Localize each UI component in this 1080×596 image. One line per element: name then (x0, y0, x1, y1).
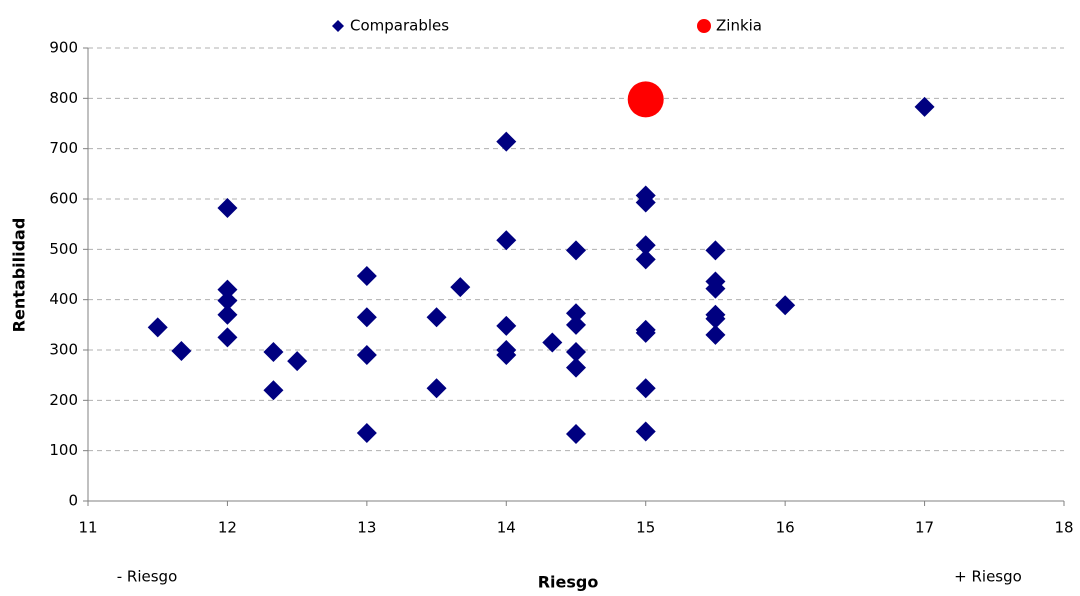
y-tick-label: 0 (68, 492, 78, 510)
legend-marker (332, 20, 344, 32)
x-tick-label: 17 (915, 519, 934, 537)
point (426, 307, 447, 328)
x-tick-label: 18 (1054, 519, 1073, 537)
legend-label: Zinkia (716, 17, 762, 35)
point (217, 198, 238, 219)
y-axis-title: Rentabilidad (10, 218, 29, 333)
point (217, 327, 238, 348)
y-tick-label: 600 (49, 190, 78, 208)
point (217, 304, 238, 325)
point (147, 317, 168, 338)
y-tick-label: 700 (49, 139, 78, 157)
point (356, 307, 377, 328)
point (775, 295, 796, 316)
point (356, 345, 377, 366)
y-tick-label: 400 (49, 290, 78, 308)
point (356, 266, 377, 287)
point (263, 380, 284, 401)
point (705, 308, 726, 329)
point (496, 315, 517, 336)
legend-label: Comparables (350, 17, 449, 35)
y-tick-label: 800 (49, 89, 78, 107)
point (450, 277, 471, 298)
point (566, 314, 586, 335)
point (496, 230, 517, 251)
legend-marker (697, 19, 711, 33)
y-tick-label: 300 (49, 341, 78, 359)
point (217, 290, 238, 311)
point (635, 235, 656, 256)
point (705, 240, 726, 261)
point (542, 332, 563, 353)
x-tick-label: 12 (218, 519, 237, 537)
x-tick-label: 14 (497, 519, 516, 537)
point (635, 421, 656, 442)
point (217, 279, 238, 300)
y-tick-label: 500 (49, 240, 78, 258)
point (627, 81, 664, 118)
point (635, 378, 656, 399)
point (496, 345, 517, 366)
annotation: - Riesgo (117, 568, 178, 586)
x-tick-label: 16 (776, 519, 795, 537)
point (705, 278, 726, 299)
annotation: + Riesgo (954, 568, 1022, 586)
y-tick-label: 900 (49, 39, 78, 57)
point (263, 342, 284, 363)
x-tick-label: 13 (357, 519, 376, 537)
point (171, 341, 192, 362)
point (426, 378, 447, 399)
point (566, 424, 586, 445)
x-axis-title: Riesgo (538, 573, 599, 592)
point (705, 324, 726, 345)
point (566, 342, 586, 363)
y-tick-label: 200 (49, 391, 78, 409)
point (496, 131, 517, 152)
x-tick-label: 15 (636, 519, 655, 537)
point (635, 322, 656, 343)
point (635, 192, 656, 213)
point (566, 303, 586, 324)
point (287, 351, 308, 372)
point (914, 96, 935, 117)
point (356, 423, 377, 444)
x-tick-label: 11 (78, 519, 97, 537)
point (635, 249, 656, 270)
y-tick-label: 100 (49, 441, 78, 459)
point (566, 240, 586, 261)
point (566, 357, 586, 378)
